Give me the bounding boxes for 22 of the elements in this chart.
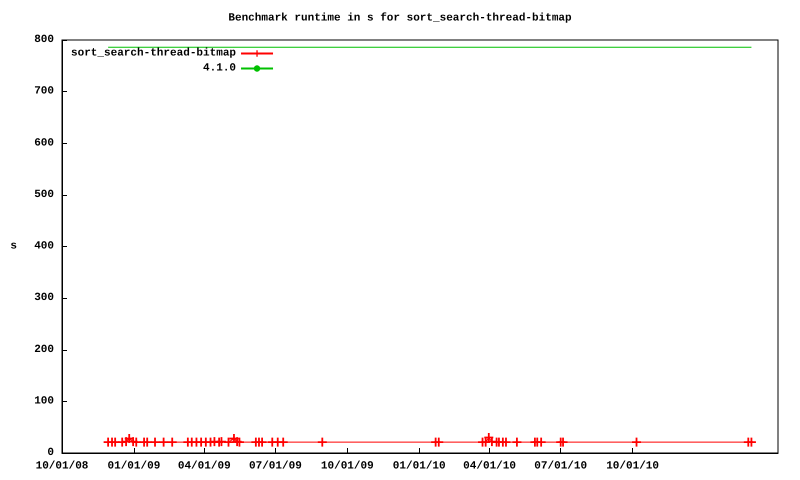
x-tick-label: 07/01/09 [248, 460, 302, 472]
y-tick-label: 600 [34, 137, 54, 150]
x-tick-label: 07/01/10 [534, 460, 588, 472]
y-tick-label: 100 [34, 395, 54, 408]
y-tick-label: 500 [34, 188, 54, 201]
y-axis-title: s [10, 240, 17, 252]
y-tick-label: 200 [34, 344, 54, 356]
y-tick-label: 800 [34, 34, 54, 46]
x-tick-label: 10/01/08 [36, 460, 89, 472]
y-tick-label: 0 [47, 447, 54, 459]
y-tick-label: 700 [34, 86, 54, 98]
x-tick-label: 04/01/09 [178, 460, 231, 472]
chart-title: Benchmark runtime in s for sort_search-thread-bitmap [228, 12, 572, 24]
legend-label: 4.1.0 [203, 62, 236, 74]
x-tick-label: 04/01/10 [463, 460, 516, 472]
legend-label: sort_search-thread-bitmap [70, 48, 236, 60]
y-tick-label: 300 [34, 292, 54, 304]
y-tick-label: 400 [34, 240, 54, 252]
x-tick-label: 10/01/09 [320, 460, 374, 472]
x-tick-label: 01/01/09 [108, 460, 160, 472]
x-tick-label: 01/01/10 [392, 460, 446, 472]
x-tick-label: 10/01/10 [606, 460, 660, 472]
